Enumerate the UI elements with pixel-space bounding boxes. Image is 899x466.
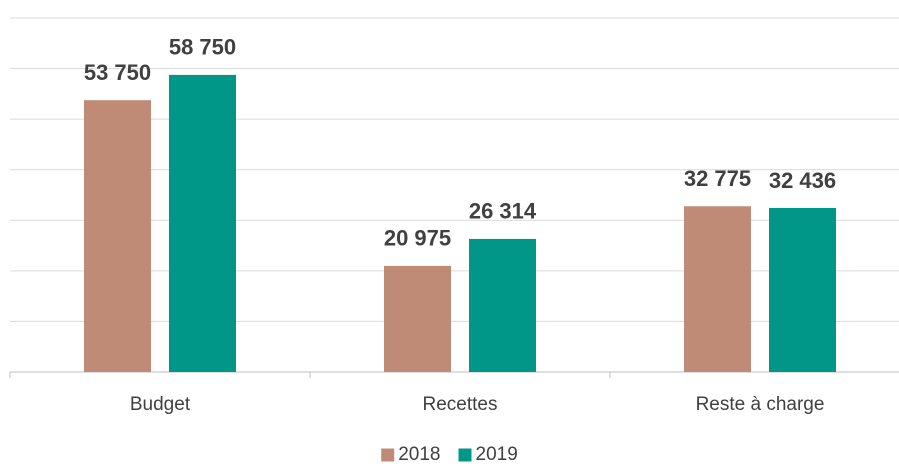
data-label: 32 436: [769, 168, 836, 193]
bar: [684, 206, 751, 372]
data-label: 26 314: [469, 199, 537, 224]
legend-swatch: [381, 448, 395, 462]
x-tick-label: Recettes: [423, 394, 498, 415]
legend-label: 2018: [398, 444, 440, 465]
x-tick-label: Reste à charge: [696, 394, 825, 415]
bar: [84, 100, 151, 372]
data-label: 53 750: [84, 60, 151, 85]
data-label: 58 750: [169, 35, 236, 60]
legend-swatch: [458, 448, 472, 462]
x-tick-label: Budget: [130, 394, 191, 415]
data-label: 32 775: [684, 166, 751, 191]
bar: [169, 74, 236, 373]
legend-label: 2019: [476, 444, 518, 465]
bar: [384, 265, 451, 372]
data-label: 20 975: [384, 226, 451, 251]
bar: [769, 207, 836, 372]
bar: [469, 238, 536, 372]
